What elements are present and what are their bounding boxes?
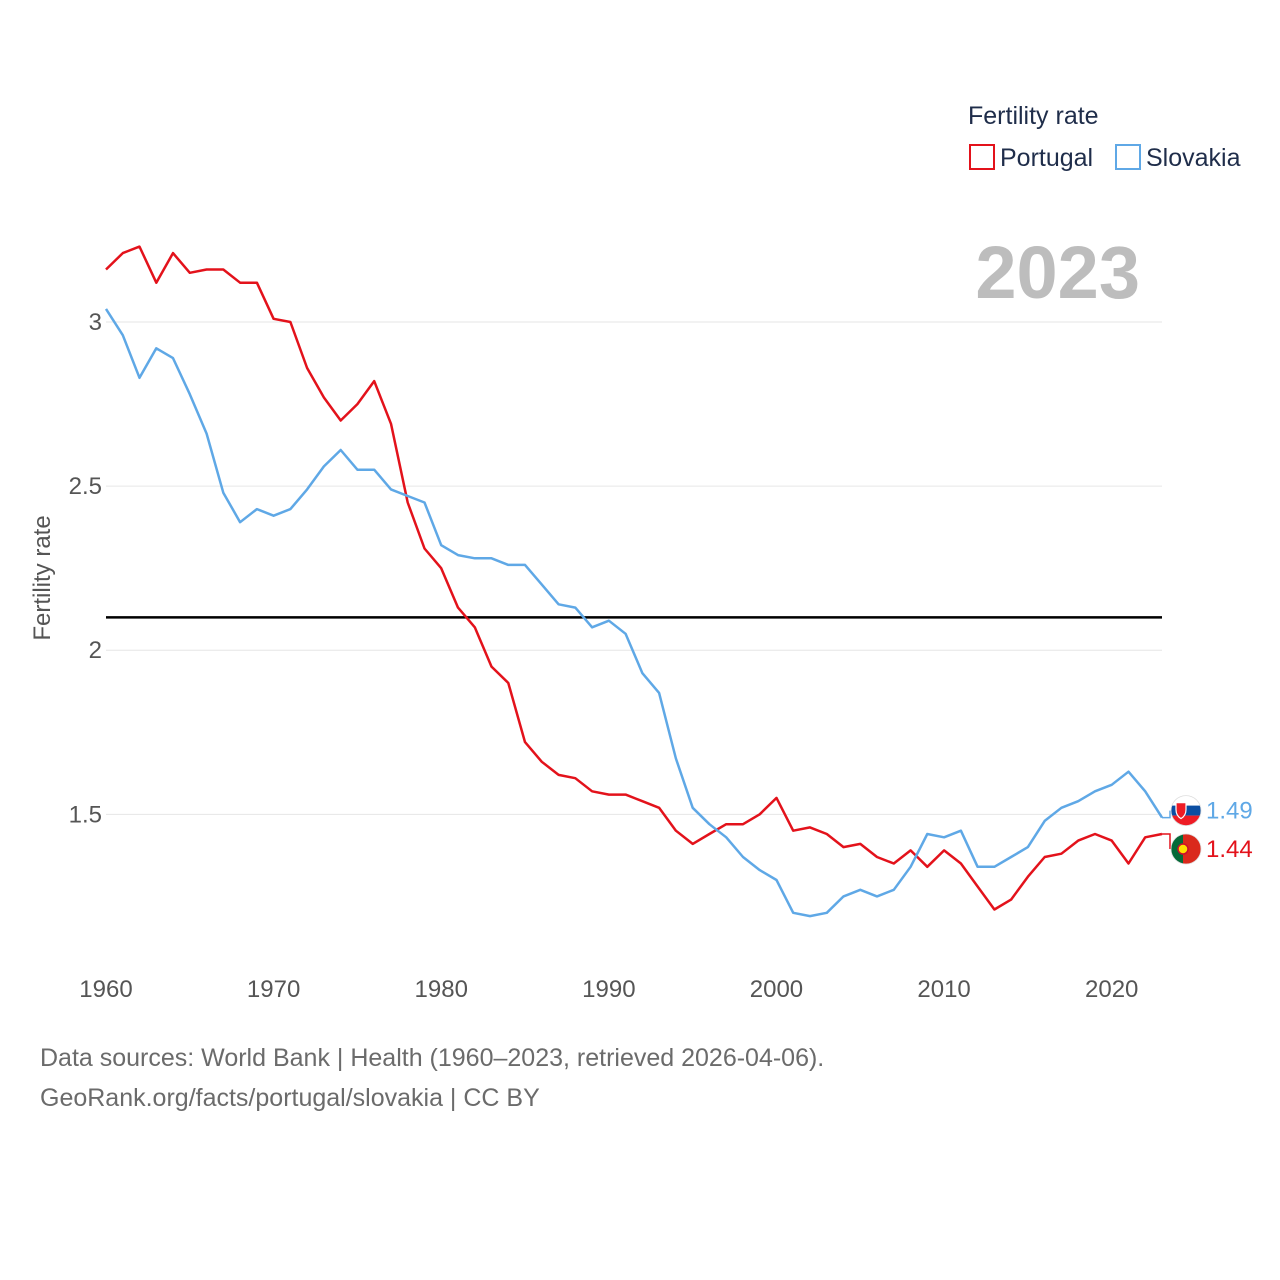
year-label: 2023 (975, 231, 1140, 314)
end-value-label-slovakia: 1.49 (1206, 798, 1253, 825)
leader-line-portugal (1162, 833, 1171, 850)
grid-layer (106, 321, 1162, 815)
x-tick-label: 1960 (79, 976, 132, 1003)
legend: Fertility rate Portugal Slovakia (968, 102, 1241, 172)
flag-portugal-icon (1170, 833, 1202, 865)
y-tick-labels: 1.5 2 2.5 3 (69, 309, 102, 828)
y-tick-label: 2 (89, 637, 102, 664)
legend-label-portugal: Portugal (1000, 144, 1093, 172)
end-value-label-portugal: 1.44 (1206, 836, 1253, 863)
footer-link[interactable]: GeoRank.org/facts/portugal/slovakia | CC… (40, 1084, 540, 1112)
x-tick-label: 2020 (1085, 976, 1138, 1003)
x-tick-label: 2000 (750, 976, 803, 1003)
end-markers: 1.44 1.49 (1162, 795, 1253, 865)
series-line-portugal (105, 245, 1163, 911)
x-tick-labels: 1960 1970 1980 1990 2000 2010 2020 (79, 976, 1138, 1003)
legend-swatch-slovakia (1115, 144, 1141, 170)
legend-title: Fertility rate (968, 102, 1099, 130)
series-line-slovakia (104, 308, 1164, 918)
footer-sources: Data sources: World Bank | Health (1960–… (40, 1044, 825, 1072)
x-tick-label: 1980 (415, 976, 468, 1003)
x-tick-label: 2010 (917, 976, 970, 1003)
x-tick-label: 1970 (247, 976, 300, 1003)
legend-label-slovakia: Slovakia (1146, 144, 1241, 172)
series-layer (104, 245, 1164, 918)
y-tick-label: 3 (89, 309, 102, 336)
legend-swatch-portugal (969, 144, 995, 170)
y-axis-title: Fertility rate (29, 515, 56, 640)
flag-slovakia-icon (1170, 795, 1202, 826)
y-tick-label: 2.5 (69, 473, 102, 500)
legend-item-slovakia[interactable]: Slovakia (1115, 144, 1241, 172)
x-tick-label: 1990 (582, 976, 635, 1003)
legend-item-portugal[interactable]: Portugal (969, 144, 1093, 172)
leader-line-slovakia (1162, 810, 1171, 819)
y-tick-label: 1.5 (69, 801, 102, 828)
